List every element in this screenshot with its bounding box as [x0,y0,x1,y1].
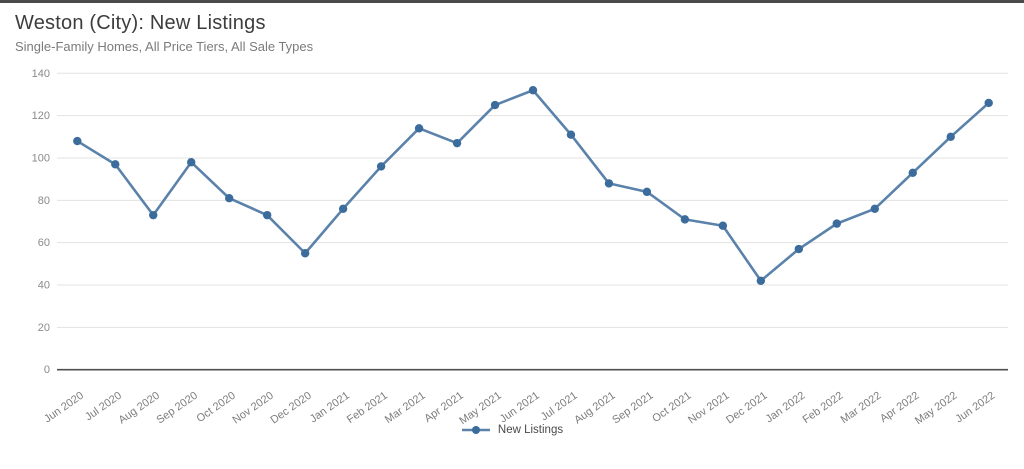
chart-header: Weston (City): New Listings Single-Famil… [15,12,313,54]
y-tick-label: 100 [32,152,50,164]
x-tick-label: May 2022 [913,390,959,428]
x-tick-label: Feb 2022 [801,390,846,426]
y-tick-label: 140 [32,68,50,80]
x-tick-label: Jun 2022 [953,390,997,426]
x-tick-label: Jan 2022 [764,390,808,426]
y-tick-label: 40 [38,280,50,292]
y-tick-label: 60 [38,237,50,249]
page-title: Weston (City): New Listings [15,12,266,34]
data-point [376,162,386,171]
grid-lines [57,72,1008,371]
y-tick-label: 80 [38,195,50,207]
x-tick-label: Oct 2020 [194,390,237,425]
data-point [680,215,690,224]
x-tick-label: Aug 2021 [572,390,617,427]
x-tick-label: Sep 2021 [610,390,655,427]
x-tick-label: Dec 2021 [724,390,769,427]
data-point [452,138,462,148]
legend-item-new-listings[interactable]: New Listings [461,424,563,436]
x-tick-label: Aug 2020 [116,390,161,427]
data-point [225,194,234,203]
page-subtitle: Single-Family Homes, All Price Tiers, Al… [15,39,314,54]
x-tick-label: Nov 2020 [230,390,275,427]
data-point [73,136,82,146]
legend-item-label: New Listings [497,424,564,436]
top-border [0,0,1024,3]
y-tick-label: 120 [32,110,50,122]
y-tick-label: 0 [44,364,50,376]
data-point [528,86,538,95]
x-tick-label: Feb 2021 [345,390,390,426]
data-point [111,160,120,169]
y-tick-label: 20 [38,322,50,334]
data-point [946,132,955,142]
data-point [832,219,841,228]
data-point [262,210,272,220]
data-point [604,179,614,188]
legend-line-marker-icon [461,426,490,434]
x-tick-label: Nov 2021 [686,390,731,427]
x-tick-label: May 2021 [457,390,503,428]
x-tick-label: Oct 2021 [650,390,693,425]
data-point [984,98,993,108]
series-line [76,88,991,283]
data-point [300,249,310,258]
x-tick-label: Jun 2020 [42,390,86,426]
data-point [187,158,196,167]
x-tick-label: Dec 2020 [268,390,313,427]
data-point [566,130,576,139]
data-point [756,276,766,285]
line-series [73,86,993,285]
data-point [149,210,158,220]
data-point [414,124,424,133]
x-tick-label: Jan 2021 [308,390,352,426]
data-point [642,187,652,197]
chart-legend: New Listings [0,424,1024,436]
data-point [794,244,804,254]
y-axis-labels: 0 20 40 60 80 100 120 140 [32,68,50,376]
data-point [338,204,348,213]
x-tick-label: Mar 2021 [383,390,428,426]
data-point [490,100,500,110]
data-point [908,168,917,178]
x-tick-label: Mar 2022 [839,390,884,426]
data-point [870,204,879,213]
data-point [718,221,728,230]
x-tick-label: Sep 2020 [154,390,199,427]
x-tick-label: Jun 2021 [498,390,542,426]
